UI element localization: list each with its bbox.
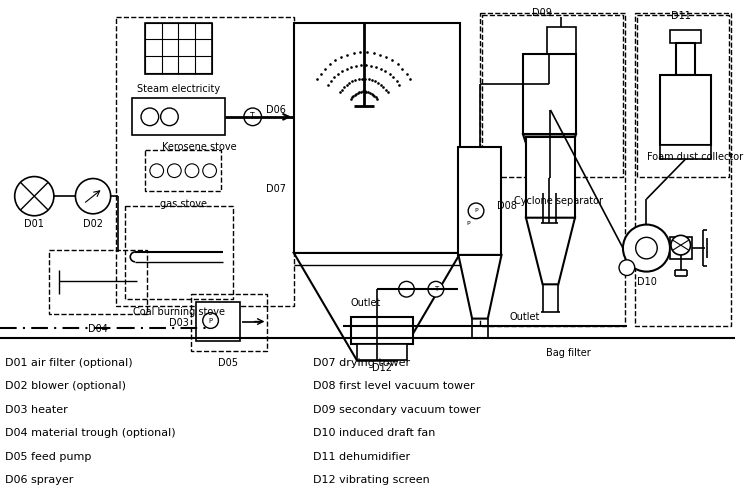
Text: D04 material trough (optional): D04 material trough (optional)	[5, 428, 176, 438]
Text: D07 drying tower: D07 drying tower	[314, 358, 410, 368]
Text: D11: D11	[670, 11, 691, 21]
Bar	[356, 344, 407, 360]
Text: D09: D09	[532, 8, 551, 18]
Bar	[49, 250, 147, 313]
Text: D12: D12	[372, 362, 392, 372]
Text: D06: D06	[266, 105, 286, 115]
Text: D02: D02	[83, 219, 103, 229]
Bar	[482, 15, 623, 176]
Circle shape	[202, 164, 217, 177]
Text: D07: D07	[266, 183, 286, 194]
Circle shape	[150, 164, 164, 177]
Text: D01: D01	[24, 219, 44, 229]
Bar	[116, 17, 294, 306]
Bar	[125, 206, 233, 299]
Bar	[526, 138, 575, 218]
Text: D10 induced draft fan: D10 induced draft fan	[314, 428, 436, 438]
Circle shape	[428, 281, 444, 297]
Text: D02 blower (optional): D02 blower (optional)	[5, 382, 126, 391]
Polygon shape	[458, 255, 502, 319]
Circle shape	[619, 260, 634, 276]
Text: T: T	[251, 112, 255, 121]
Text: D04: D04	[88, 324, 108, 334]
Text: Steam electricity: Steam electricity	[136, 84, 220, 94]
Text: D08 first level vacuum tower: D08 first level vacuum tower	[314, 382, 475, 391]
Text: Foam dust collector: Foam dust collector	[647, 152, 743, 162]
Text: T: T	[433, 286, 438, 292]
Bar	[191, 294, 268, 351]
Circle shape	[15, 176, 54, 216]
Text: Outlet: Outlet	[509, 311, 540, 322]
Circle shape	[244, 108, 262, 125]
Bar	[145, 150, 221, 192]
Text: Outlet: Outlet	[350, 298, 380, 308]
Text: D12 vibrating screen: D12 vibrating screen	[314, 475, 430, 485]
Bar	[480, 13, 625, 327]
Circle shape	[141, 108, 159, 125]
Bar	[547, 27, 576, 54]
Bar	[660, 75, 711, 145]
Circle shape	[636, 237, 657, 259]
Text: D05 feed pump: D05 feed pump	[5, 452, 92, 462]
Circle shape	[460, 216, 476, 231]
Circle shape	[623, 225, 670, 272]
Bar	[637, 15, 729, 176]
Text: D11 dehumidifier: D11 dehumidifier	[314, 452, 410, 462]
Text: P: P	[209, 318, 213, 324]
Text: D10: D10	[637, 277, 656, 287]
Bar	[523, 54, 576, 135]
Text: Coal burning stove: Coal burning stove	[134, 307, 225, 317]
Text: P: P	[466, 221, 470, 226]
Circle shape	[468, 203, 484, 219]
Text: D09 secondary vacuum tower: D09 secondary vacuum tower	[314, 405, 481, 415]
Bar	[676, 43, 695, 75]
Bar	[145, 23, 211, 74]
Text: Kerosene stove: Kerosene stove	[161, 142, 236, 152]
Bar	[294, 23, 460, 253]
Bar	[670, 30, 701, 43]
Circle shape	[202, 312, 218, 329]
Circle shape	[185, 164, 199, 177]
Circle shape	[76, 178, 111, 214]
Polygon shape	[294, 253, 460, 361]
Polygon shape	[526, 218, 575, 284]
Bar	[458, 147, 502, 255]
Text: gas stove: gas stove	[160, 199, 207, 209]
Bar	[132, 98, 225, 136]
Text: P: P	[474, 208, 478, 213]
Bar	[351, 317, 413, 344]
Bar	[660, 145, 711, 159]
Text: D05: D05	[218, 358, 238, 368]
Bar	[196, 302, 240, 341]
Text: Bag filter: Bag filter	[545, 348, 590, 358]
Text: D03 heater: D03 heater	[5, 405, 68, 415]
Circle shape	[167, 164, 182, 177]
Circle shape	[671, 235, 691, 255]
Text: D08: D08	[497, 201, 517, 211]
Text: D01 air filter (optional): D01 air filter (optional)	[5, 358, 133, 368]
Polygon shape	[523, 135, 576, 193]
Text: D03: D03	[170, 318, 189, 328]
Circle shape	[399, 281, 414, 297]
Text: D06 sprayer: D06 sprayer	[5, 475, 74, 485]
Text: Cyclone separator: Cyclone separator	[514, 196, 603, 206]
Bar	[634, 13, 730, 327]
Circle shape	[676, 243, 686, 253]
Circle shape	[160, 108, 178, 125]
Bar	[670, 237, 692, 259]
